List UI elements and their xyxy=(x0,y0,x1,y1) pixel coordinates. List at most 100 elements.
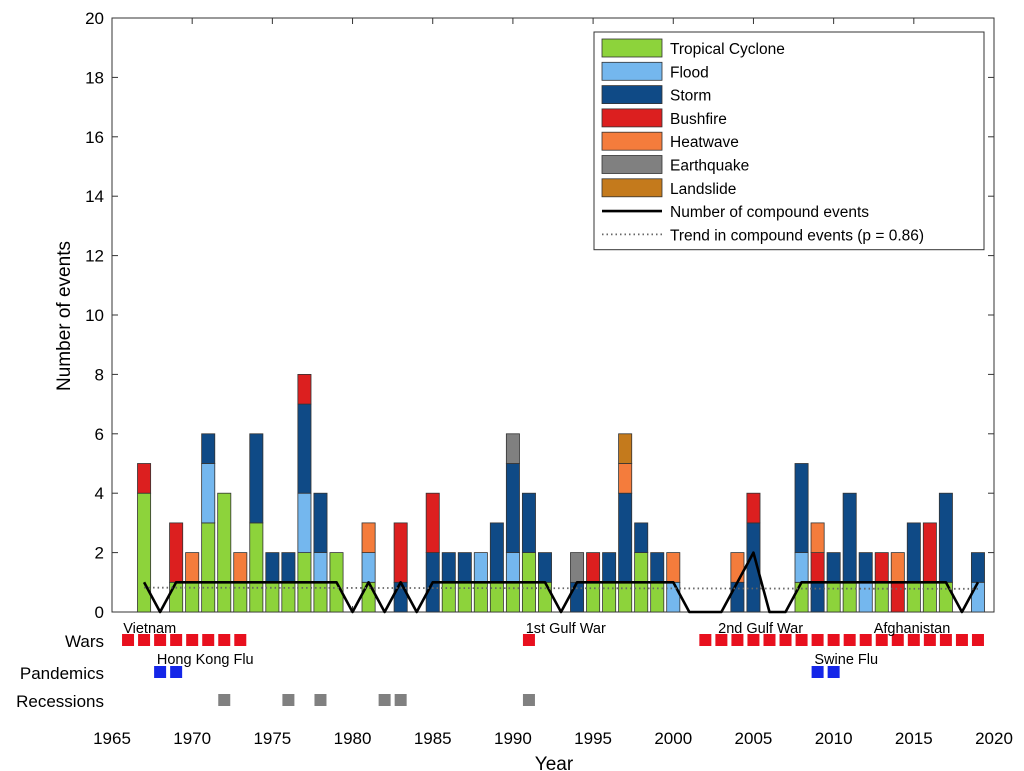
legend-swatch xyxy=(601,38,663,58)
legend-label: Flood xyxy=(670,64,709,81)
marker-recessions xyxy=(282,694,295,706)
x-tick-label: 1990 xyxy=(494,729,532,748)
bar-segment xyxy=(938,492,953,583)
bar-segment xyxy=(666,581,681,613)
bar-segment xyxy=(313,581,328,613)
bar-segment xyxy=(874,581,889,613)
bar-segment xyxy=(489,522,504,583)
bar-segment xyxy=(505,463,520,553)
y-tick-label: 20 xyxy=(85,9,104,28)
bar-segment xyxy=(602,581,617,613)
bar-segment xyxy=(810,581,825,613)
row-label-pandemics: Pandemics xyxy=(20,664,104,683)
bar-segment xyxy=(586,552,601,583)
x-axis-label: Year xyxy=(535,754,574,771)
marker-recessions xyxy=(218,694,231,706)
bar-segment xyxy=(361,581,376,613)
bar-segment xyxy=(826,552,841,583)
bar-segment xyxy=(970,552,985,583)
y-tick-label: 16 xyxy=(85,128,104,147)
y-tick-label: 14 xyxy=(85,187,104,206)
compound-lines xyxy=(142,551,980,614)
legend-swatch xyxy=(601,85,663,104)
context-rows: Wars Pandemics Recessions Vietnam 1st Gulf W… xyxy=(16,621,984,711)
x-tick-label: 2015 xyxy=(895,729,933,748)
marker-wars xyxy=(522,634,535,646)
bar-segment xyxy=(137,492,152,613)
bar-segment xyxy=(201,433,216,464)
annotation-label: Hong Kong Flu xyxy=(157,652,254,668)
bar-segment xyxy=(169,522,184,583)
bar-segment xyxy=(185,581,200,613)
marker-wars xyxy=(827,634,840,646)
marker-wars xyxy=(234,634,247,646)
marker-wars xyxy=(138,634,151,646)
legend: Tropical Cyclone Flood Storm Bushfire Heatwa… xyxy=(593,31,985,251)
bar-segment xyxy=(890,581,905,613)
marker-recessions xyxy=(522,694,535,706)
bar-segment xyxy=(521,492,536,554)
legend-swatch xyxy=(601,108,663,128)
marker-wars xyxy=(971,634,984,646)
bar-segment xyxy=(602,552,617,583)
bar-segment xyxy=(265,581,280,613)
y-tick-label: 0 xyxy=(95,603,104,622)
marker-wars xyxy=(891,634,904,646)
annotation-label: Afghanistan xyxy=(874,621,951,637)
y-tick-label: 12 xyxy=(85,247,104,266)
bar-segment xyxy=(249,433,264,524)
marker-wars xyxy=(170,634,183,646)
marker-wars xyxy=(186,634,199,646)
bar-segment xyxy=(393,522,408,583)
marker-pandemics xyxy=(154,666,167,678)
legend-label: Number of compound events xyxy=(670,204,869,221)
bar-segment xyxy=(505,552,520,583)
bar-segment xyxy=(618,463,633,494)
bar-segment xyxy=(922,581,937,613)
bar-segment xyxy=(441,581,456,613)
bar-segment xyxy=(650,581,665,613)
bar-segment xyxy=(473,581,488,613)
bar-segment xyxy=(297,403,312,494)
bar-segment xyxy=(570,581,585,613)
bar-segment xyxy=(618,581,633,613)
bar-segment xyxy=(586,581,601,613)
y-tick-label: 2 xyxy=(95,544,104,563)
bar-segment xyxy=(874,552,889,583)
bar-segment xyxy=(505,581,520,613)
bar-segment xyxy=(906,522,921,583)
x-tick-label: 1980 xyxy=(334,729,372,748)
y-tick-label: 10 xyxy=(85,306,104,325)
legend-label: Bushfire xyxy=(670,111,727,128)
bar-segment xyxy=(730,552,745,583)
marker-wars xyxy=(859,634,872,646)
bar-segment xyxy=(233,581,248,613)
annotation-label: 2nd Gulf War xyxy=(718,621,803,637)
annotation-label: 1st Gulf War xyxy=(526,621,606,637)
bar-segment xyxy=(489,581,504,613)
bar-segment xyxy=(457,552,472,583)
marker-wars xyxy=(923,634,936,646)
marker-wars xyxy=(122,634,135,646)
bar-segment xyxy=(201,463,216,524)
y-tick-label: 18 xyxy=(85,68,104,87)
bar-segment xyxy=(281,552,296,583)
row-label-recessions: Recessions xyxy=(16,692,104,711)
bar-segment xyxy=(794,552,809,583)
bar-segment xyxy=(217,492,232,613)
marker-wars xyxy=(795,634,808,646)
marker-wars xyxy=(731,634,744,646)
bar-segment xyxy=(922,522,937,583)
x-tick-label: 2000 xyxy=(654,729,692,748)
bar-segment xyxy=(810,552,825,583)
x-tick-label: 1975 xyxy=(253,729,291,748)
marker-wars xyxy=(699,634,712,646)
marker-recessions xyxy=(314,694,327,706)
annotation-label: Swine Flu xyxy=(814,652,878,668)
bar-segment xyxy=(393,581,408,613)
marker-wars xyxy=(811,634,824,646)
marker-wars xyxy=(939,634,952,646)
bar-segment xyxy=(570,552,585,583)
bar-segment xyxy=(361,552,376,583)
